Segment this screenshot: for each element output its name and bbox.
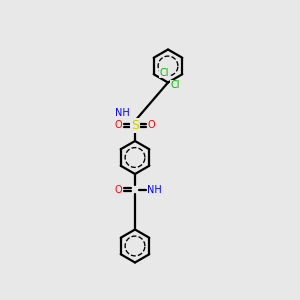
Text: NH: NH	[147, 184, 162, 195]
Text: O: O	[114, 120, 122, 130]
Text: S: S	[131, 119, 139, 132]
Text: NH: NH	[115, 108, 130, 118]
Text: O: O	[148, 120, 156, 130]
Text: Cl: Cl	[160, 68, 169, 78]
Text: O: O	[114, 184, 122, 195]
Text: Cl: Cl	[171, 80, 180, 91]
